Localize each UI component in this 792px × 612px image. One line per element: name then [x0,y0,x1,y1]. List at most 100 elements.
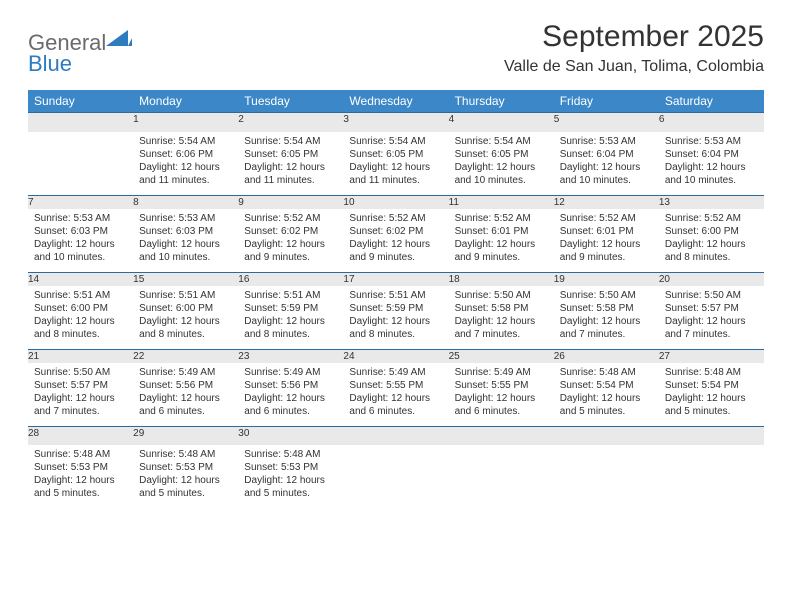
day-number: 1 [133,113,238,132]
sunrise-line: Sunrise: 5:53 AM [34,212,127,225]
day-body: Sunrise: 5:52 AMSunset: 6:00 PMDaylight:… [659,209,764,272]
sunset-line: Sunset: 5:54 PM [665,379,758,392]
sunrise-line: Sunrise: 5:48 AM [34,448,127,461]
day-cell: Sunrise: 5:49 AMSunset: 5:55 PMDaylight:… [449,363,554,427]
day-cell: Sunrise: 5:49 AMSunset: 5:56 PMDaylight:… [133,363,238,427]
day-body: Sunrise: 5:54 AMSunset: 6:06 PMDaylight:… [133,132,238,195]
location-label: Valle de San Juan, Tolima, Colombia [504,58,764,76]
sunset-line: Sunset: 5:56 PM [139,379,232,392]
calendar-table: SundayMondayTuesdayWednesdayThursdayFrid… [28,90,764,508]
day-cell: Sunrise: 5:50 AMSunset: 5:57 PMDaylight:… [28,363,133,427]
day-number: 13 [659,195,764,209]
day-number: 2 [238,113,343,132]
day-cell: Sunrise: 5:48 AMSunset: 5:53 PMDaylight:… [28,445,133,508]
sunset-line: Sunset: 5:54 PM [560,379,653,392]
day-body: Sunrise: 5:48 AMSunset: 5:53 PMDaylight:… [238,445,343,508]
sunrise-line: Sunrise: 5:51 AM [139,289,232,302]
day-cell: Sunrise: 5:48 AMSunset: 5:54 PMDaylight:… [659,363,764,427]
day-body: Sunrise: 5:53 AMSunset: 6:04 PMDaylight:… [659,132,764,195]
sunset-line: Sunset: 6:01 PM [455,225,548,238]
day-cell: Sunrise: 5:48 AMSunset: 5:54 PMDaylight:… [554,363,659,427]
day-cell: Sunrise: 5:51 AMSunset: 5:59 PMDaylight:… [343,286,448,350]
day-body: Sunrise: 5:54 AMSunset: 6:05 PMDaylight:… [238,132,343,195]
calendar-header-row: SundayMondayTuesdayWednesdayThursdayFrid… [28,90,764,113]
day-number: 18 [449,272,554,286]
day-cell: Sunrise: 5:48 AMSunset: 5:53 PMDaylight:… [238,445,343,508]
day-number: 3 [343,113,448,132]
daylight-line: Daylight: 12 hours and 9 minutes. [244,238,337,264]
logo-triangle-icon [106,28,132,50]
sunset-line: Sunset: 5:58 PM [455,302,548,315]
sunrise-line: Sunrise: 5:54 AM [244,135,337,148]
day-number-empty [449,426,554,445]
day-number: 19 [554,272,659,286]
sunset-line: Sunset: 6:01 PM [560,225,653,238]
sunrise-line: Sunrise: 5:50 AM [34,366,127,379]
day-body: Sunrise: 5:54 AMSunset: 6:05 PMDaylight:… [343,132,448,195]
sunset-line: Sunset: 6:04 PM [560,148,653,161]
day-body: Sunrise: 5:48 AMSunset: 5:53 PMDaylight:… [133,445,238,508]
sunset-line: Sunset: 6:05 PM [455,148,548,161]
logo-text: General Blue [28,28,132,75]
sunrise-line: Sunrise: 5:53 AM [139,212,232,225]
sunrise-line: Sunrise: 5:50 AM [560,289,653,302]
day-number: 8 [133,195,238,209]
day-cell: Sunrise: 5:53 AMSunset: 6:04 PMDaylight:… [554,132,659,196]
day-body: Sunrise: 5:48 AMSunset: 5:53 PMDaylight:… [28,445,133,508]
sunrise-line: Sunrise: 5:54 AM [455,135,548,148]
sunrise-line: Sunrise: 5:50 AM [665,289,758,302]
day-body: Sunrise: 5:49 AMSunset: 5:55 PMDaylight:… [449,363,554,426]
sunset-line: Sunset: 5:58 PM [560,302,653,315]
day-body: Sunrise: 5:53 AMSunset: 6:03 PMDaylight:… [28,209,133,272]
day-cell: Sunrise: 5:54 AMSunset: 6:05 PMDaylight:… [343,132,448,196]
day-cell: Sunrise: 5:51 AMSunset: 5:59 PMDaylight:… [238,286,343,350]
sunset-line: Sunset: 6:03 PM [139,225,232,238]
day-cell: Sunrise: 5:52 AMSunset: 6:01 PMDaylight:… [554,209,659,273]
page-title: September 2025 [504,20,764,54]
day-body: Sunrise: 5:53 AMSunset: 6:04 PMDaylight:… [554,132,659,195]
weekday-header: Tuesday [238,90,343,113]
logo-text-blue: Blue [28,51,72,76]
sunset-line: Sunset: 6:00 PM [34,302,127,315]
sunset-line: Sunset: 6:02 PM [244,225,337,238]
day-cell: Sunrise: 5:54 AMSunset: 6:06 PMDaylight:… [133,132,238,196]
daylight-line: Daylight: 12 hours and 10 minutes. [34,238,127,264]
day-number: 12 [554,195,659,209]
weekday-header: Sunday [28,90,133,113]
daylight-line: Daylight: 12 hours and 6 minutes. [139,392,232,418]
header: General Blue September 2025 Valle de San… [28,20,764,76]
sunrise-line: Sunrise: 5:54 AM [349,135,442,148]
day-number: 14 [28,272,133,286]
day-cell: Sunrise: 5:53 AMSunset: 6:03 PMDaylight:… [133,209,238,273]
sunrise-line: Sunrise: 5:54 AM [139,135,232,148]
sunrise-line: Sunrise: 5:48 AM [139,448,232,461]
day-body: Sunrise: 5:52 AMSunset: 6:01 PMDaylight:… [554,209,659,272]
sunrise-line: Sunrise: 5:49 AM [139,366,232,379]
sunrise-line: Sunrise: 5:51 AM [244,289,337,302]
day-number-empty [28,113,133,132]
daylight-line: Daylight: 12 hours and 8 minutes. [139,315,232,341]
daylight-line: Daylight: 12 hours and 7 minutes. [665,315,758,341]
day-body: Sunrise: 5:52 AMSunset: 6:02 PMDaylight:… [238,209,343,272]
day-number: 11 [449,195,554,209]
daylight-line: Daylight: 12 hours and 11 minutes. [349,161,442,187]
sunset-line: Sunset: 5:55 PM [349,379,442,392]
day-body: Sunrise: 5:50 AMSunset: 5:57 PMDaylight:… [28,363,133,426]
sunset-line: Sunset: 5:57 PM [34,379,127,392]
daylight-line: Daylight: 12 hours and 7 minutes. [560,315,653,341]
day-body: Sunrise: 5:49 AMSunset: 5:56 PMDaylight:… [238,363,343,426]
day-cell: Sunrise: 5:53 AMSunset: 6:04 PMDaylight:… [659,132,764,196]
weekday-header: Wednesday [343,90,448,113]
sunset-line: Sunset: 5:57 PM [665,302,758,315]
day-body: Sunrise: 5:53 AMSunset: 6:03 PMDaylight:… [133,209,238,272]
sunset-line: Sunset: 5:53 PM [139,461,232,474]
sunrise-line: Sunrise: 5:53 AM [665,135,758,148]
title-block: September 2025 Valle de San Juan, Tolima… [504,20,764,76]
day-cell: Sunrise: 5:52 AMSunset: 6:00 PMDaylight:… [659,209,764,273]
sunset-line: Sunset: 5:53 PM [244,461,337,474]
day-cell: Sunrise: 5:50 AMSunset: 5:58 PMDaylight:… [554,286,659,350]
day-number: 10 [343,195,448,209]
day-number: 21 [28,349,133,363]
day-body: Sunrise: 5:54 AMSunset: 6:05 PMDaylight:… [449,132,554,195]
sunset-line: Sunset: 6:00 PM [665,225,758,238]
